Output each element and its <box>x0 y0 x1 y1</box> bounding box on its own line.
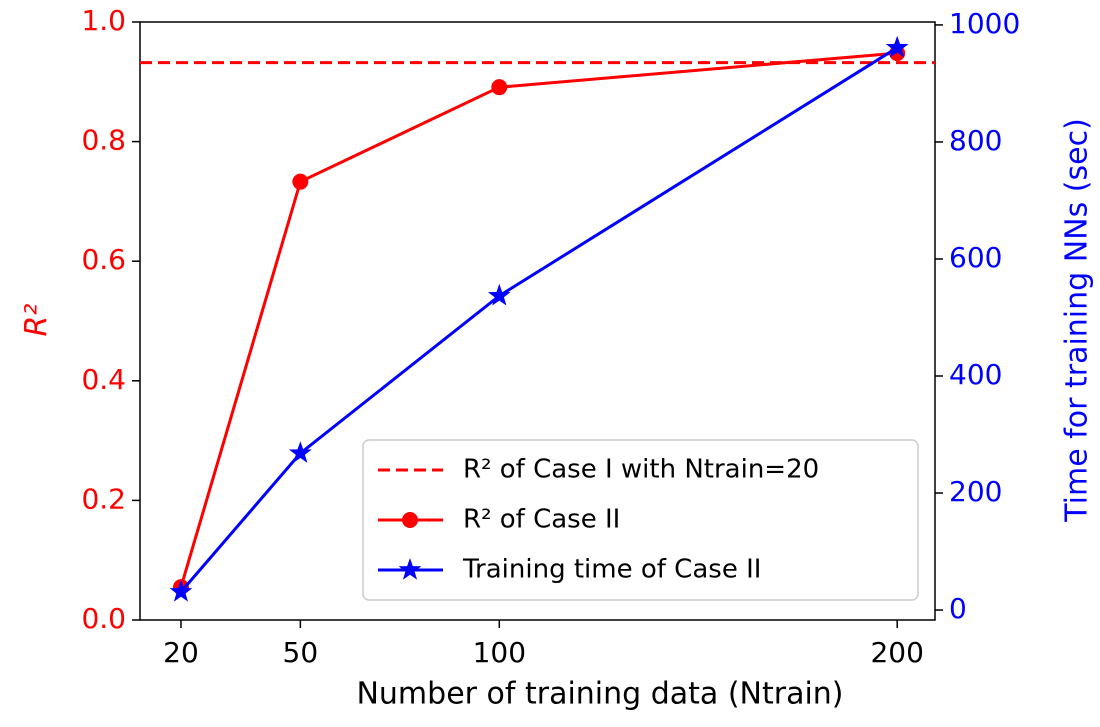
series-line <box>179 46 898 593</box>
x-tick-label: 50 <box>283 636 319 669</box>
star-marker <box>169 579 193 602</box>
y-tick-label: 0.0 <box>81 602 126 635</box>
x-tick-label: 200 <box>870 636 923 669</box>
y-tick-label: 0.2 <box>81 482 126 515</box>
y2-tick-label: 0 <box>949 592 967 625</box>
plot-frame <box>139 21 936 621</box>
y2-tick-label: 400 <box>949 358 1002 391</box>
y2-tick-label: 600 <box>949 241 1002 274</box>
legend-marker <box>398 558 422 580</box>
x-tick-label: 100 <box>473 636 526 669</box>
series-line <box>179 51 898 588</box>
y-axis-label: R² <box>20 304 55 337</box>
y-tick-label: 0.6 <box>81 243 126 276</box>
circle-marker <box>292 173 309 190</box>
x-tick-label: 20 <box>163 636 199 669</box>
star-marker <box>288 441 312 463</box>
y-tick-label: 1.0 <box>81 4 126 37</box>
y-tick-label: 0.4 <box>81 363 126 396</box>
y2-tick-label: 800 <box>949 124 1002 157</box>
legend-marker <box>402 512 418 528</box>
y2-axis-label: Time for training NNs (sec) <box>1060 118 1095 523</box>
star-marker <box>487 283 511 306</box>
y2-tick-label: 1000 <box>949 7 1020 40</box>
x-axis-label: Number of training data (Ntrain) <box>356 677 843 712</box>
y2-tick-label: 200 <box>949 475 1002 508</box>
legend-label: R² of Case II <box>463 505 620 535</box>
legend-label: Training time of Case II <box>462 555 761 585</box>
star-marker <box>885 35 909 58</box>
y-tick-label: 0.8 <box>81 124 126 157</box>
circle-marker <box>491 79 508 96</box>
legend-label: R² of Case I with Ntrain=20 <box>463 455 819 485</box>
legend-box <box>362 439 919 601</box>
